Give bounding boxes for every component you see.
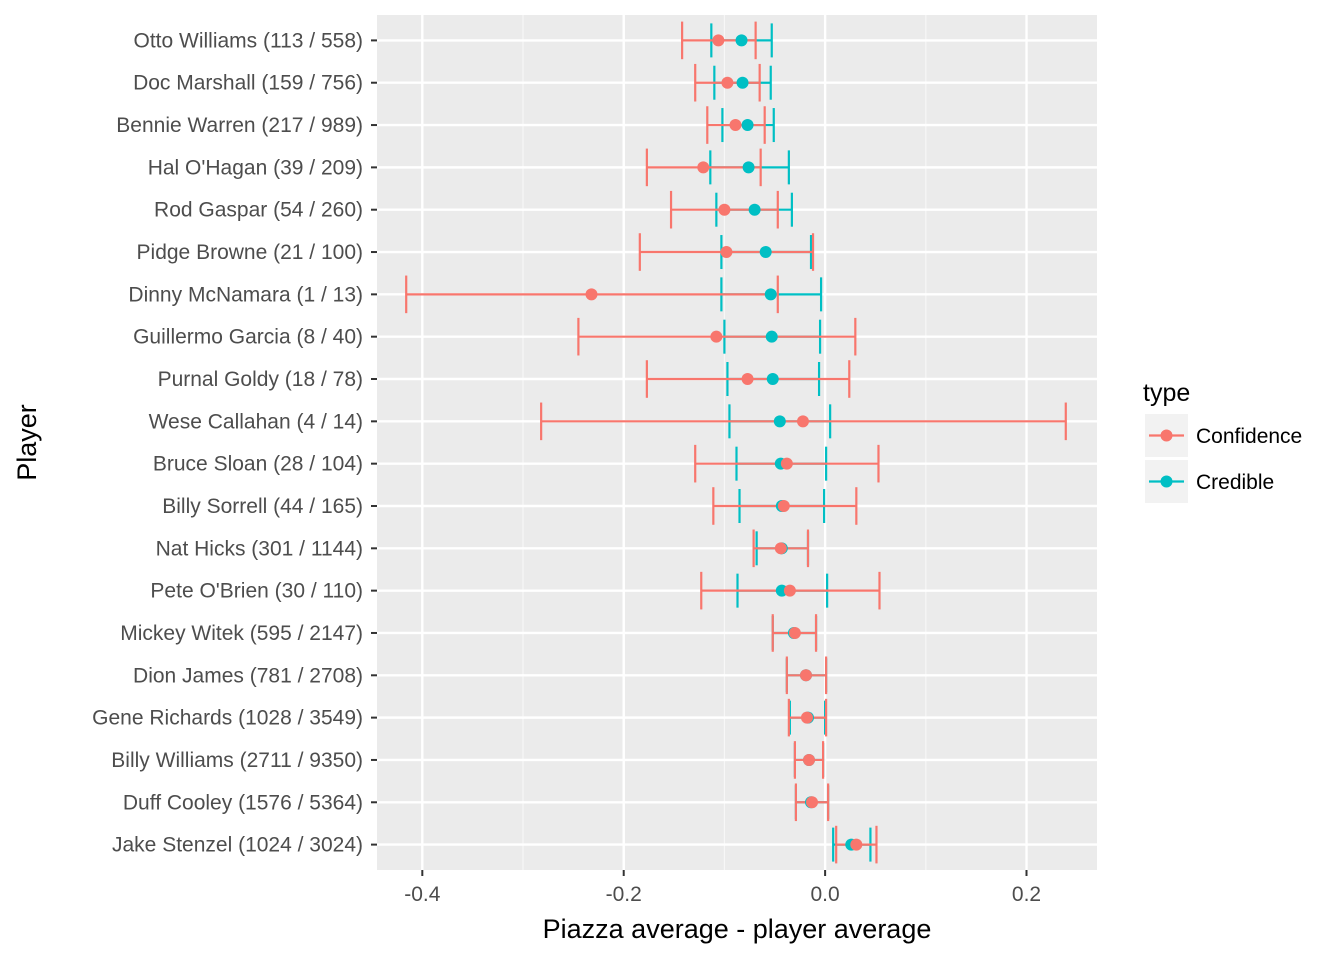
point-confidence	[729, 119, 742, 132]
y-tick-label: Dinny McNamara (1 / 13)	[128, 283, 363, 306]
y-tick-label: Guillermo Garcia (8 / 40)	[133, 326, 363, 349]
point-confidence	[783, 584, 796, 597]
y-tick-label: Pete O'Brien (30 / 110)	[150, 580, 363, 603]
y-tick-label: Purnal Goldy (18 / 78)	[158, 368, 363, 391]
point-credible	[764, 288, 777, 301]
legend-label-credible: Credible	[1196, 471, 1274, 494]
y-tick-label: Bruce Sloan (28 / 104)	[153, 453, 363, 476]
y-tick-label: Billy Sorrell (44 / 165)	[162, 495, 363, 518]
y-tick-label: Nat Hicks (301 / 1144)	[156, 537, 363, 560]
point-confidence	[803, 753, 815, 766]
legend-key-point	[1160, 475, 1173, 488]
point-credible	[765, 330, 778, 343]
x-axis-title: Piazza average - player average	[543, 914, 932, 944]
point-confidence	[585, 288, 598, 301]
legend-label-confidence: Confidence	[1196, 425, 1302, 448]
point-confidence	[741, 373, 754, 386]
point-confidence	[712, 34, 725, 47]
y-tick-label: Dion James (781 / 2708)	[133, 664, 363, 687]
y-tick-label: Wese Callahan (4 / 14)	[149, 410, 363, 433]
y-tick-label: Doc Marshall (159 / 756)	[133, 72, 363, 95]
y-tick-label: Otto Williams (113 / 558)	[133, 29, 363, 52]
point-credible	[766, 373, 779, 386]
y-tick-label: Mickey Witek (595 / 2147)	[120, 622, 363, 645]
point-credible	[748, 203, 761, 216]
point-credible	[773, 415, 786, 428]
point-confidence	[777, 499, 790, 512]
point-confidence	[800, 711, 813, 724]
point-confidence	[718, 203, 731, 216]
y-tick-label: Billy Williams (2711 / 9350)	[111, 749, 363, 772]
point-confidence	[788, 626, 801, 639]
legend-key-point	[1160, 429, 1173, 442]
point-confidence	[721, 76, 734, 89]
y-tick-label: Gene Richards (1028 / 3549)	[92, 707, 363, 730]
x-tick-label: 0.0	[811, 883, 840, 906]
y-tick-label: Pidge Browne (21 / 100)	[137, 241, 363, 264]
point-confidence	[720, 246, 733, 259]
point-confidence	[774, 542, 787, 555]
point-confidence	[799, 669, 812, 682]
point-confidence	[806, 796, 819, 809]
legend: type Confidence Credible	[1143, 379, 1302, 503]
y-tick-label: Duff Cooley (1576 / 5364)	[123, 791, 363, 814]
y-tick-label: Hal O'Hagan (39 / 209)	[148, 156, 363, 179]
plot-panel	[377, 15, 1097, 870]
point-credible	[735, 34, 748, 47]
x-tick-label: 0.2	[1012, 883, 1041, 906]
point-confidence	[796, 415, 809, 428]
point-credible	[759, 246, 772, 259]
x-tick-label: -0.2	[606, 883, 642, 906]
point-credible	[736, 76, 749, 89]
point-credible	[742, 161, 755, 174]
legend-title: type	[1143, 379, 1190, 407]
y-tick-label: Jake Stenzel (1024 / 3024)	[112, 834, 363, 857]
series-confidence	[405, 21, 1067, 864]
y-tick-label: Bennie Warren (217 / 989)	[116, 114, 363, 137]
point-confidence	[697, 161, 710, 174]
point-confidence	[850, 838, 863, 851]
y-tick-label: Rod Gaspar (54 / 260)	[154, 199, 363, 222]
point-confidence	[710, 330, 723, 343]
point-confidence	[780, 457, 793, 470]
point-credible	[741, 119, 754, 132]
x-tick-label: -0.4	[404, 883, 441, 906]
y-axis-title: Player	[12, 404, 42, 481]
